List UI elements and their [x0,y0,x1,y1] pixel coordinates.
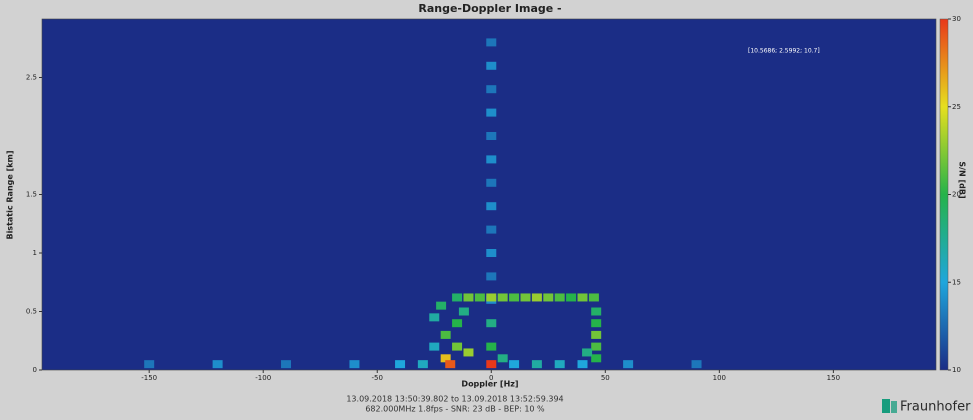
colorbar-tick-label: 20 [952,191,961,199]
heat-cell [486,132,497,140]
logo-icon [882,399,897,413]
heat-cell [486,360,497,369]
y-tick-label: 0.5 [26,308,37,316]
heat-cell [486,293,497,302]
heat-cell [452,342,463,351]
heat-cell [591,319,602,328]
x-tick-label: -150 [141,374,157,382]
heat-cell [486,202,497,211]
heat-cell [212,360,223,369]
heat-cell [486,272,497,281]
heat-cell [474,293,485,302]
heat-cell [520,293,531,302]
heat-cell [691,360,702,369]
cells [144,38,702,369]
colorbar-tick-label: 30 [952,15,961,23]
heat-cell [486,249,497,257]
heat-cell [281,360,292,369]
heat-cell [417,360,428,369]
heat-cell [440,354,451,363]
heat-cell [486,225,497,234]
heat-cell [509,360,520,369]
heat-cell [445,360,456,369]
heat-cell [486,155,497,164]
y-tick-label: 0 [33,366,37,374]
heat-cell [486,342,497,351]
y-tick-label: 2.5 [26,74,37,82]
heat-cell [509,293,520,302]
heat-cell [582,348,593,357]
chart-title: Range-Doppler Image - [418,2,561,15]
colorbar-tick-label: 25 [952,103,961,111]
colorbar [939,18,949,371]
heat-cell [566,293,577,302]
colorbar-tick-label: 10 [952,366,961,374]
heat-cell [591,342,602,351]
footer-line: 682.000MHz 1.8fps - SNR: 23 dB - BEP: 10… [365,405,545,414]
heat-cell [144,360,155,369]
heat-cell [543,293,554,302]
heat-cell [531,360,542,369]
heat-cell [591,354,602,363]
x-tick-label: 0 [489,374,493,382]
x-axis-label: Doppler [Hz] [461,380,518,389]
x-tick-label: 50 [601,374,610,382]
heat-cell [577,293,588,302]
plot-background [42,19,936,370]
heat-cell [486,85,497,94]
x-tick-label: 100 [713,374,726,382]
x-tick-label: 150 [827,374,840,382]
heat-cell [588,293,599,302]
heat-cell [463,348,474,357]
heat-cell [486,61,497,70]
heat-cell [497,354,508,363]
logo-text: Fraunhofer [900,400,971,415]
heat-cell [486,38,497,47]
heat-cell [577,360,588,369]
heat-cell [486,178,497,187]
heat-cell [458,307,469,316]
heat-cell [591,330,602,339]
heat-cell [554,293,565,302]
heat-cell [452,319,463,328]
y-axis-label: Bistatic Range [km] [6,150,15,239]
heat-cell [554,360,565,369]
heat-cell [452,293,463,302]
colorbar-tick-label: 15 [952,278,961,286]
heat-cell [440,330,451,339]
heat-cell [463,293,474,302]
heat-cell [531,293,542,302]
y-tick-label: 1 [33,249,37,257]
heat-cell [429,313,440,322]
annotation: [10.5686; 2.5992; 10.7] [748,48,820,55]
heat-cell [486,108,497,117]
heat-cell [429,342,440,351]
heat-cell [395,360,406,369]
heat-cell [349,360,360,369]
heat-cell [486,319,497,328]
x-tick-label: -50 [372,374,383,382]
heat-cell [497,293,508,302]
x-tick-label: -100 [255,374,271,382]
y-tick-label: 1.5 [26,191,37,199]
heat-cell [591,307,602,316]
colorbar-label: S/N [dB] [958,161,967,198]
footer-line: 13.09.2018 13:50:39.802 to 13.09.2018 13… [346,395,563,404]
heat-cell [436,301,447,310]
heat-cell [623,360,634,369]
